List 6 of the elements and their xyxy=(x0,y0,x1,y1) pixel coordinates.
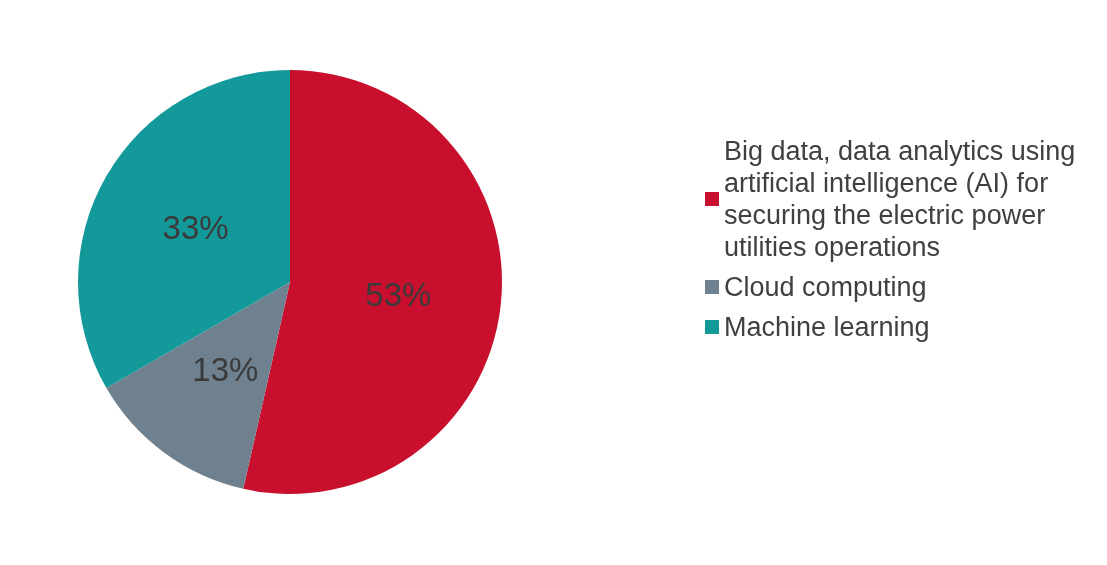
data-label: 33% xyxy=(162,209,229,246)
data-label: 53% xyxy=(365,275,432,313)
legend-label: Cloud computing xyxy=(724,272,927,302)
data-label: 13% xyxy=(192,351,259,389)
legend-label: Machine learning xyxy=(724,312,930,342)
legend-label: Big data, data analytics using artificial intelligence (AI) for securing the electric power utilities operations xyxy=(724,136,1083,262)
